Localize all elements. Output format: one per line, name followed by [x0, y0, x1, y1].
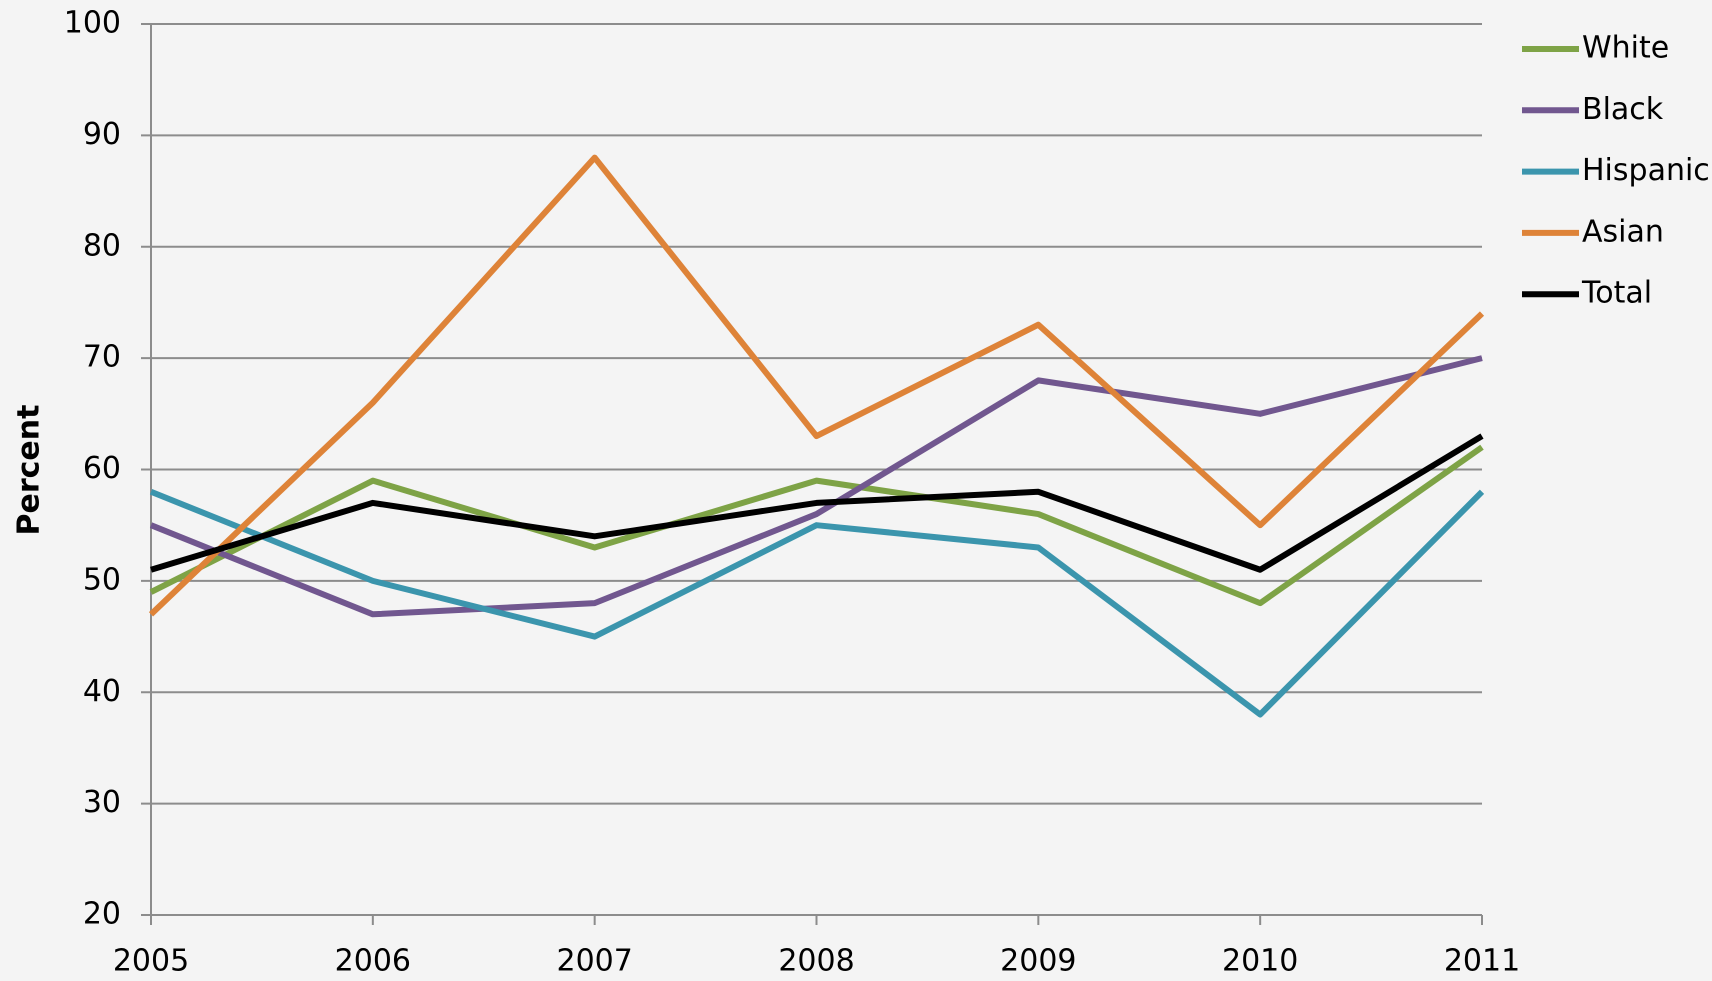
series-line — [150, 433, 1484, 573]
x-tick-label: 2009 — [1000, 944, 1076, 979]
legend-label: Black — [1582, 92, 1664, 127]
legend-label: Asian — [1582, 214, 1664, 249]
y-tick-label: 100 — [64, 6, 121, 41]
legend-label: Hispanic — [1582, 153, 1710, 188]
y-tick-label: 20 — [83, 897, 121, 932]
series-line — [149, 488, 1485, 718]
x-tick-label: 2005 — [113, 944, 189, 979]
series-line — [148, 154, 1485, 617]
series-line — [149, 355, 1483, 618]
y-axis-label: Percent — [12, 405, 47, 536]
x-tick-label: 2007 — [556, 944, 632, 979]
legend-label: White — [1582, 31, 1669, 66]
x-tick-label: 2010 — [1222, 944, 1298, 979]
y-tick-label: 60 — [83, 451, 121, 486]
x-tick-label: 2008 — [778, 944, 854, 979]
x-tick-label: 2006 — [335, 944, 411, 979]
y-tick-label: 30 — [83, 785, 121, 820]
legend-label: Total — [1581, 276, 1652, 311]
y-tick-label: 90 — [83, 117, 121, 152]
y-tick-label: 70 — [83, 340, 121, 375]
y-tick-label: 80 — [83, 228, 121, 263]
series-line — [149, 444, 1484, 607]
y-tick-label: 50 — [83, 562, 121, 597]
y-tick-label: 40 — [83, 674, 121, 709]
x-tick-label: 2011 — [1444, 944, 1520, 979]
